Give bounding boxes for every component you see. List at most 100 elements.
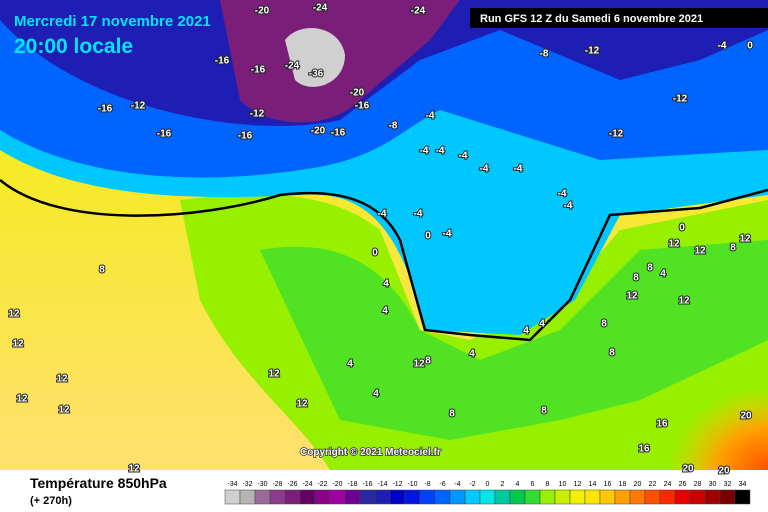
legend-swatch: [479, 489, 496, 505]
isotherm-label: 0: [747, 41, 753, 52]
isotherm-label: -4: [480, 164, 489, 175]
isotherm-label: 8: [425, 356, 431, 367]
legend-tick-label: -20: [332, 481, 342, 488]
legend: -34 -32 -30 -28 -26 -24 -22 -20 -18 -16 -14 -12 -10-…: [224, 481, 751, 505]
legend-tick-label: -16: [362, 481, 372, 488]
legend-swatch: [599, 489, 616, 505]
isotherm-label: 12: [268, 369, 280, 380]
isotherm-label: 4: [523, 326, 529, 337]
isotherm-label: -16: [98, 104, 113, 115]
legend-swatch: [269, 489, 286, 505]
isotherm-label: 0: [372, 248, 378, 259]
isotherm-label: 20: [740, 411, 752, 422]
legend-tick-label: 2: [501, 481, 505, 488]
coldest-core: [285, 28, 345, 87]
legend-swatch: [569, 489, 586, 505]
legend-tick-label: -24: [302, 481, 312, 488]
legend-swatch: [314, 489, 331, 505]
legend-tick-label: -12: [392, 481, 402, 488]
legend-swatch: [704, 489, 721, 505]
isotherm-label: 12: [58, 405, 70, 416]
isotherm-label: -12: [250, 109, 265, 120]
legend-swatch: [509, 489, 526, 505]
isotherm-label: -16: [355, 101, 370, 112]
isotherm-label: 20: [718, 466, 730, 477]
legend-swatch: [659, 489, 676, 505]
isotherm-label: -8: [389, 121, 398, 132]
legend-swatch: [524, 489, 541, 505]
zero-isotherm: [0, 179, 768, 342]
isotherm-label: -16: [251, 65, 266, 76]
legend-tick-label: -18: [347, 481, 357, 488]
legend-tick-label: -30: [257, 481, 267, 488]
legend-tick-label: -28: [272, 481, 282, 488]
isotherm-label: 0: [425, 231, 431, 242]
isotherm-label: 8: [541, 406, 547, 417]
legend-tick-label: 24: [664, 481, 672, 488]
date: Mercredi 17 novembre 2021: [14, 13, 211, 30]
isotherm-label: -4: [378, 209, 387, 220]
isotherm-label: 12: [694, 246, 706, 257]
isotherm-label: 12: [739, 234, 751, 245]
isotherm-label: 4: [660, 269, 666, 280]
time: 20:00 locale: [14, 35, 133, 58]
legend-swatch: [554, 489, 571, 505]
isotherm-label: 8: [449, 409, 455, 420]
legend-tick-label: -34: [227, 481, 237, 488]
legend-swatch: [434, 489, 451, 505]
isotherm-label: 8: [730, 243, 736, 254]
legend-swatch: [329, 489, 346, 505]
legend-swatch: [299, 489, 316, 505]
footer-offset: (+ 270h): [30, 495, 72, 507]
legend-tick-label: -2: [469, 481, 475, 488]
legend-tick-label: 30: [709, 481, 717, 488]
isotherm-label: 4: [383, 279, 389, 290]
isotherm-label: -4: [459, 151, 468, 162]
isotherm-label: 12: [626, 291, 638, 302]
isotherm-label: -4: [420, 146, 429, 157]
legend-tick-label: 0: [486, 481, 490, 488]
isotherm-label: -4: [414, 209, 423, 220]
isotherm-label: -4: [564, 201, 573, 212]
legend-tick-label: -10: [407, 481, 417, 488]
isotherm-label: 12: [678, 296, 690, 307]
legend-swatch: [224, 489, 241, 505]
legend-swatch: [404, 489, 421, 505]
legend-tick-label: 6: [531, 481, 535, 488]
legend-tick-label: -6: [439, 481, 445, 488]
legend-swatch: [674, 489, 691, 505]
isotherm-label: -24: [411, 6, 426, 17]
legend-swatch: [419, 489, 436, 505]
legend-tick-label: 32: [724, 481, 732, 488]
legend-tick-label: 12: [574, 481, 582, 488]
isotherm-label: -4: [718, 41, 727, 52]
isotherm-label: -20: [255, 6, 270, 17]
isotherm-label: 8: [601, 319, 607, 330]
legend-tick-label: 34: [739, 481, 747, 488]
legend-tick-label: -22: [317, 481, 327, 488]
isotherm-label: 0: [679, 223, 685, 234]
isotherm-label: 4: [539, 319, 545, 330]
isotherm-label: -24: [285, 61, 300, 72]
run-box: [470, 8, 768, 28]
isotherm-label: 4: [382, 306, 388, 317]
legend-tick-label: 14: [589, 481, 597, 488]
legend-swatch: [689, 489, 706, 505]
legend-swatch: [449, 489, 466, 505]
isotherm-label: -4: [443, 229, 452, 240]
hot-zone: [600, 330, 768, 470]
isotherm-label: 12: [296, 399, 308, 410]
isotherm-label: -12: [585, 46, 600, 57]
isotherm-label: 8: [99, 265, 105, 276]
isotherm-label: 16: [656, 419, 668, 430]
isotherm-label: -12: [609, 129, 624, 140]
legend-swatch: [359, 489, 376, 505]
legend-tick-label: -4: [454, 481, 460, 488]
legend-tick-label: 16: [604, 481, 612, 488]
isotherm-label: -4: [436, 146, 445, 157]
legend-tick-label: 18: [619, 481, 627, 488]
legend-swatch: [614, 489, 631, 505]
isotherm-label: -4: [426, 111, 435, 122]
isotherm-label: 12: [8, 309, 20, 320]
legend-swatch: [464, 489, 481, 505]
